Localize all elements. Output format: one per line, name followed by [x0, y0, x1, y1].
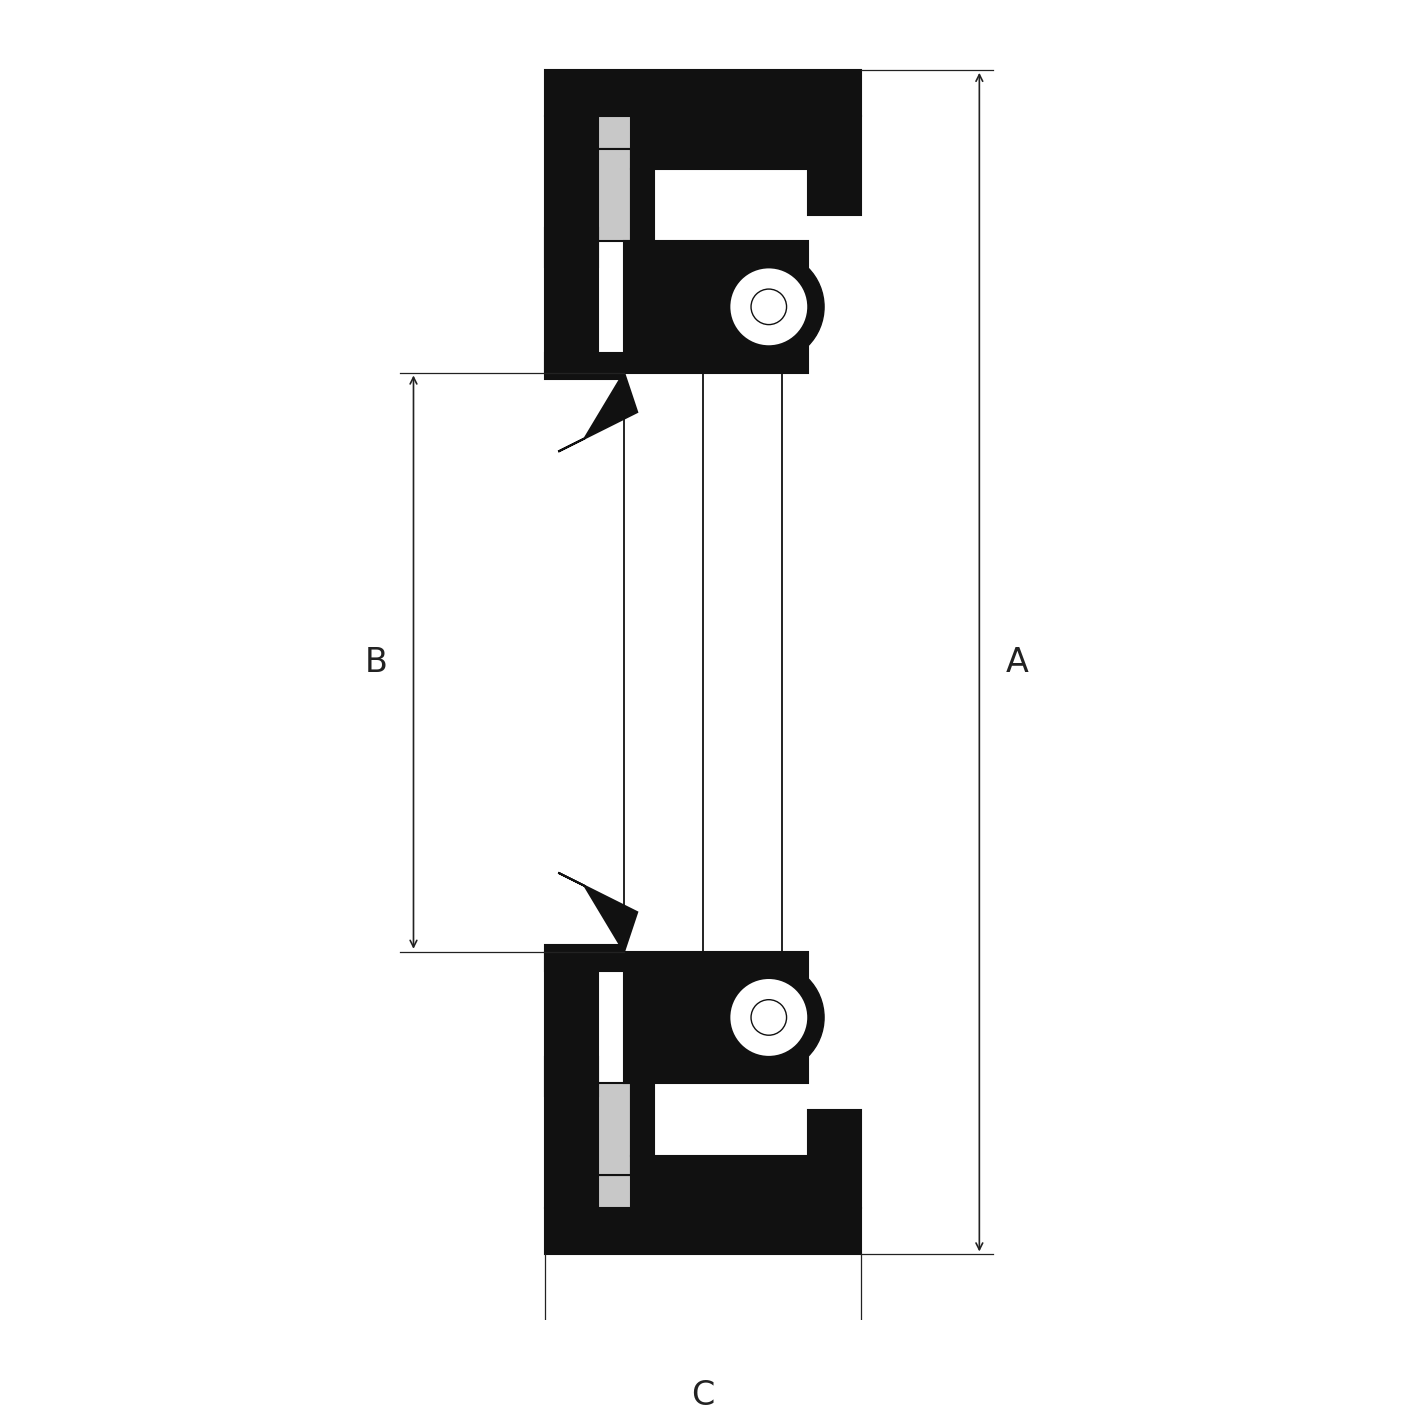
Polygon shape	[546, 228, 598, 373]
Polygon shape	[631, 117, 808, 169]
Polygon shape	[558, 873, 637, 952]
Polygon shape	[631, 1156, 808, 1208]
Polygon shape	[598, 117, 808, 149]
Text: A: A	[1005, 645, 1029, 679]
Polygon shape	[624, 952, 808, 1083]
Polygon shape	[546, 117, 598, 267]
Circle shape	[713, 962, 824, 1073]
Circle shape	[751, 1000, 786, 1035]
Polygon shape	[546, 945, 624, 972]
Polygon shape	[558, 373, 637, 451]
Polygon shape	[598, 1083, 631, 1175]
Text: C: C	[692, 1379, 714, 1406]
Polygon shape	[808, 1109, 860, 1208]
Polygon shape	[598, 1175, 808, 1208]
Circle shape	[751, 290, 786, 325]
Polygon shape	[546, 1057, 598, 1208]
Text: B: B	[364, 645, 387, 679]
Polygon shape	[546, 353, 624, 380]
Polygon shape	[546, 70, 860, 117]
Circle shape	[713, 252, 824, 363]
Circle shape	[730, 979, 808, 1057]
Polygon shape	[808, 117, 860, 215]
Polygon shape	[546, 952, 598, 1097]
Polygon shape	[546, 1208, 860, 1254]
Circle shape	[730, 267, 808, 346]
Polygon shape	[631, 1083, 654, 1156]
Polygon shape	[598, 149, 631, 240]
Polygon shape	[631, 169, 654, 240]
Polygon shape	[624, 240, 808, 373]
